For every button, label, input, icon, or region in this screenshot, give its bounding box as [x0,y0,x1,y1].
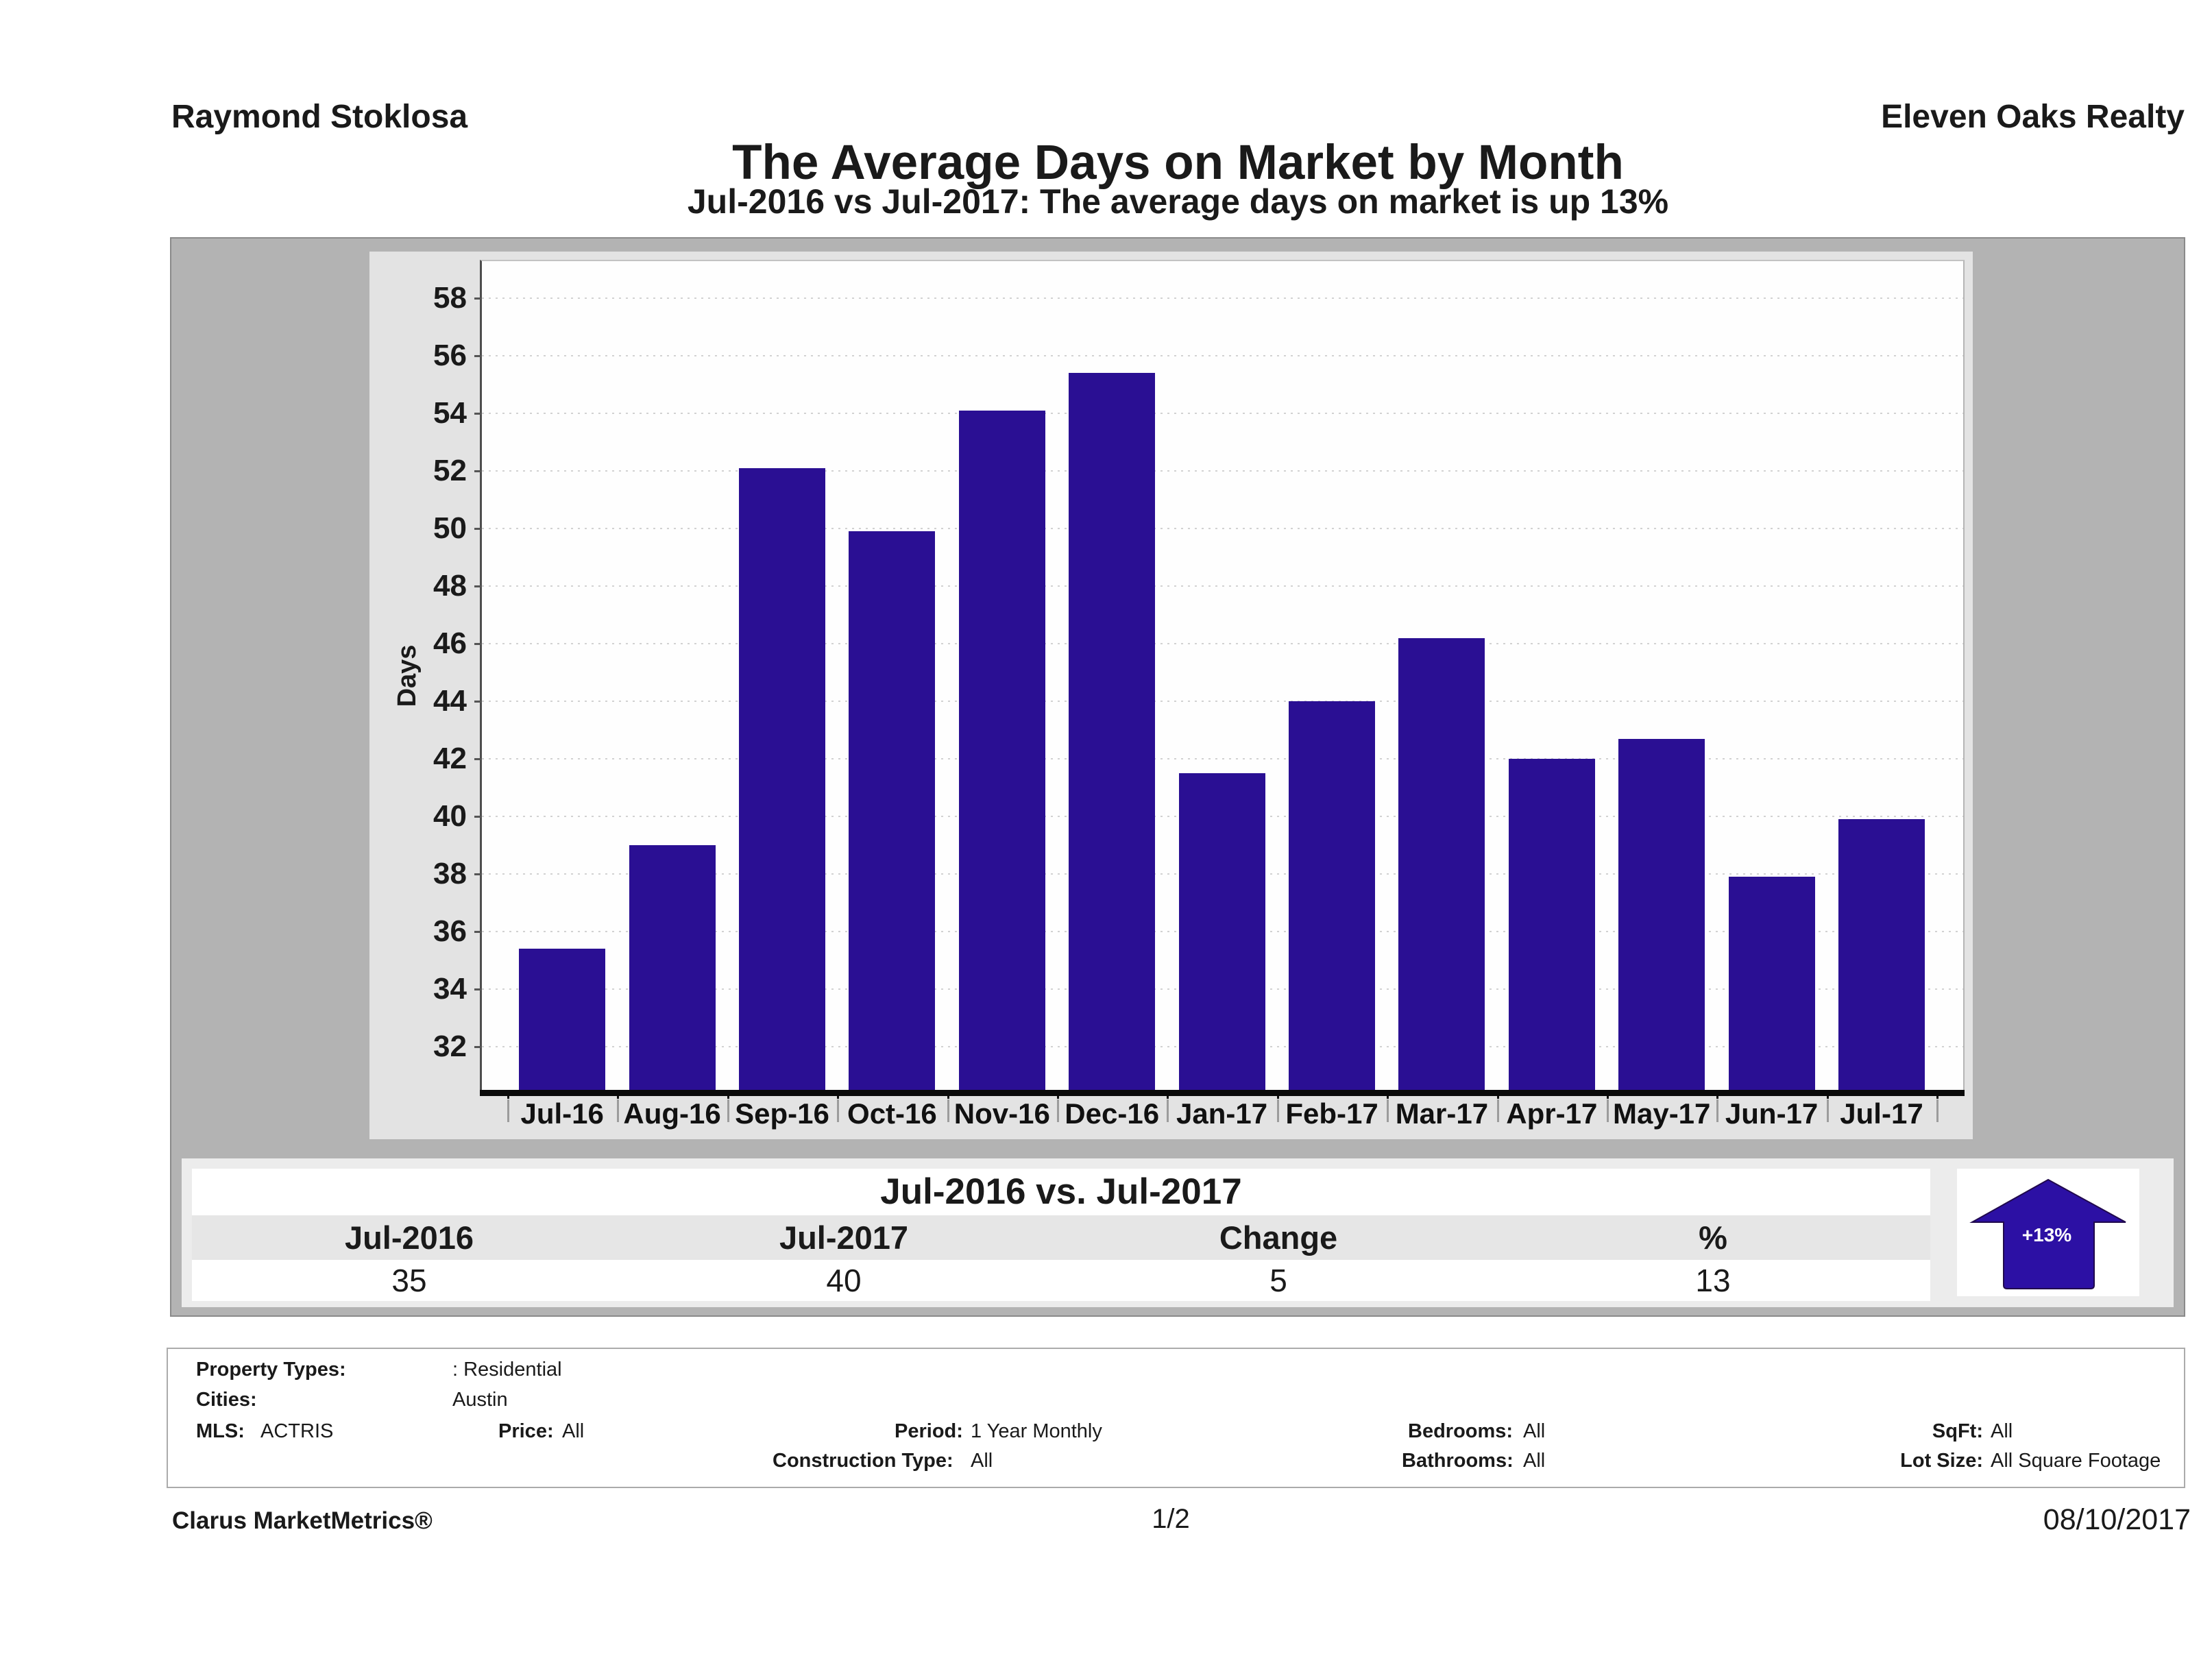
svg-text:+13%: +13% [2022,1224,2071,1245]
